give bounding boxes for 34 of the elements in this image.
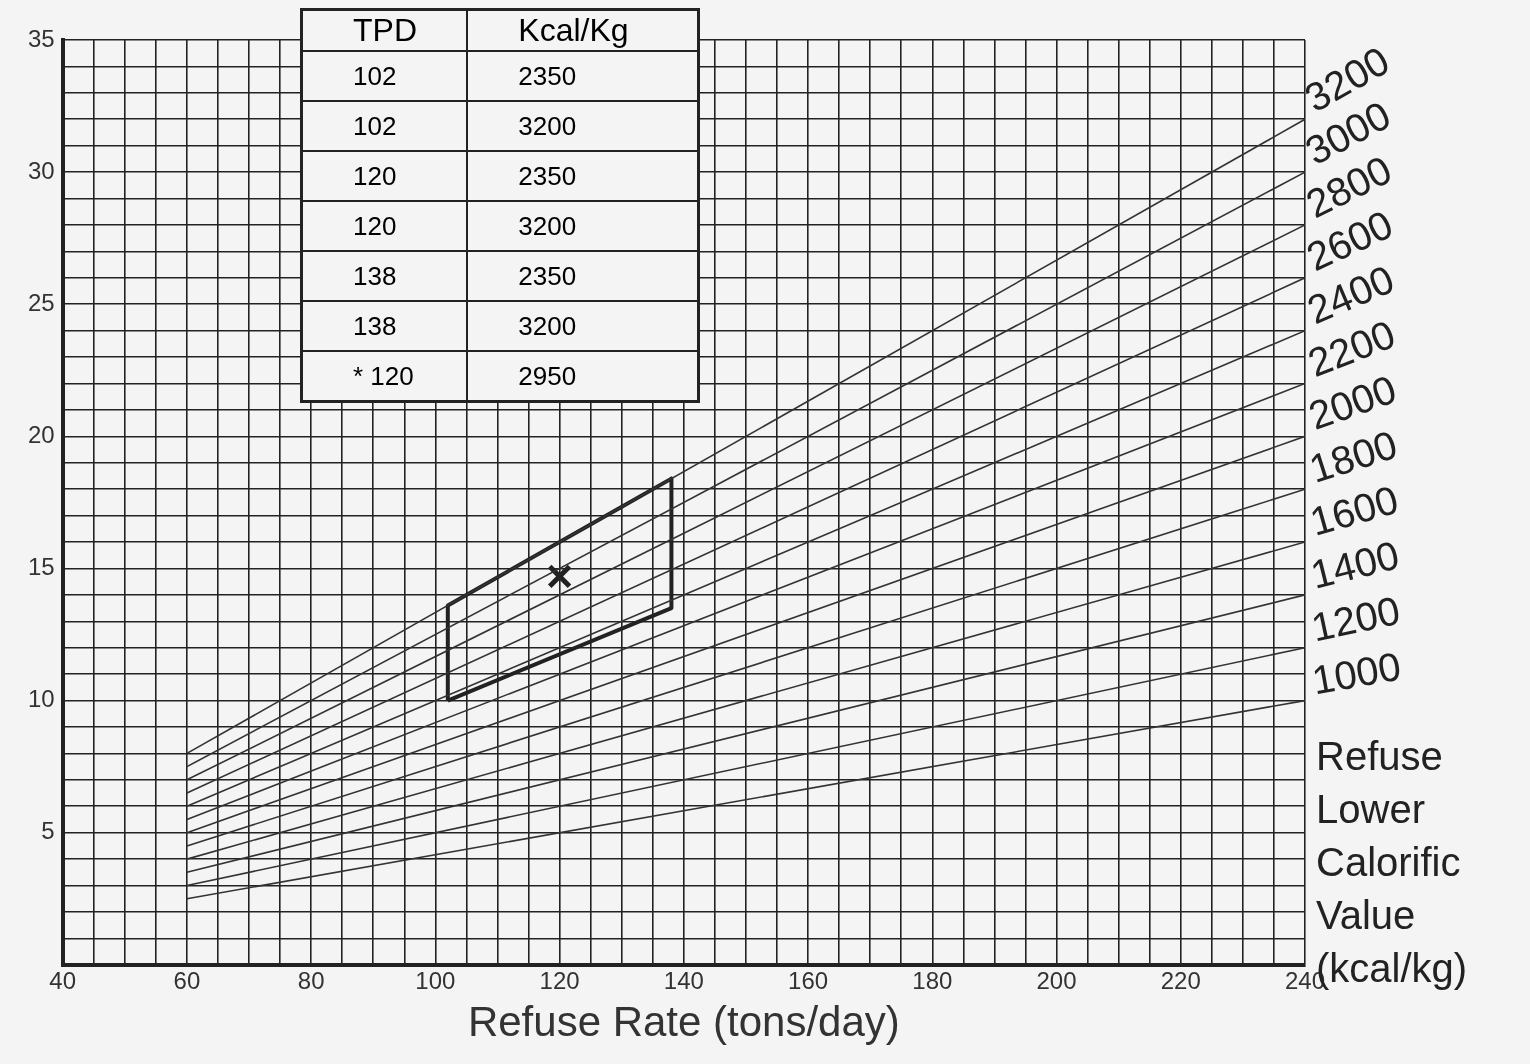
- annotation: 2350: [467, 151, 699, 201]
- y-tick-label: 35: [27, 24, 55, 52]
- annotation: * 120: [301, 351, 468, 402]
- annotation: TPD: [301, 9, 468, 51]
- x-tick-label: 80: [297, 966, 325, 994]
- x-tick-label: 180: [912, 966, 953, 994]
- y-tick-label: 30: [27, 156, 55, 184]
- y-tick-label: 5: [41, 817, 55, 845]
- annotation: 3200: [467, 101, 699, 151]
- annotation: 138: [301, 251, 468, 301]
- x-tick-label: 140: [663, 966, 704, 994]
- y-tick-label: 10: [27, 685, 55, 713]
- annotation: 2950: [467, 351, 699, 402]
- x-tick-label: 60: [173, 966, 201, 994]
- annotation: Kcal/Kg: [467, 9, 699, 51]
- annotation: 120: [301, 201, 468, 251]
- annotation: 102: [301, 51, 468, 101]
- x-tick-label: 40: [49, 966, 77, 994]
- x-axis-title: Refuse Rate (tons/day): [467, 998, 900, 1046]
- x-tick-label: 220: [1160, 966, 1201, 994]
- x-tick-label: 100: [415, 966, 456, 994]
- y-tick-label: 15: [27, 553, 55, 581]
- x-tick-label: 200: [1036, 966, 1077, 994]
- y-tick-label: 20: [27, 420, 55, 448]
- annotation: 102: [301, 101, 468, 151]
- y-tick-label: 25: [27, 288, 55, 316]
- x-tick-label: 120: [539, 966, 580, 994]
- x-tick-label: 160: [788, 966, 829, 994]
- annotation: 3200: [467, 301, 699, 351]
- annotation: 2350: [467, 251, 699, 301]
- annotation: 138: [301, 301, 468, 351]
- annotation: 3200: [467, 201, 699, 251]
- annotation: 120: [301, 151, 468, 201]
- annotation: 2350: [467, 51, 699, 101]
